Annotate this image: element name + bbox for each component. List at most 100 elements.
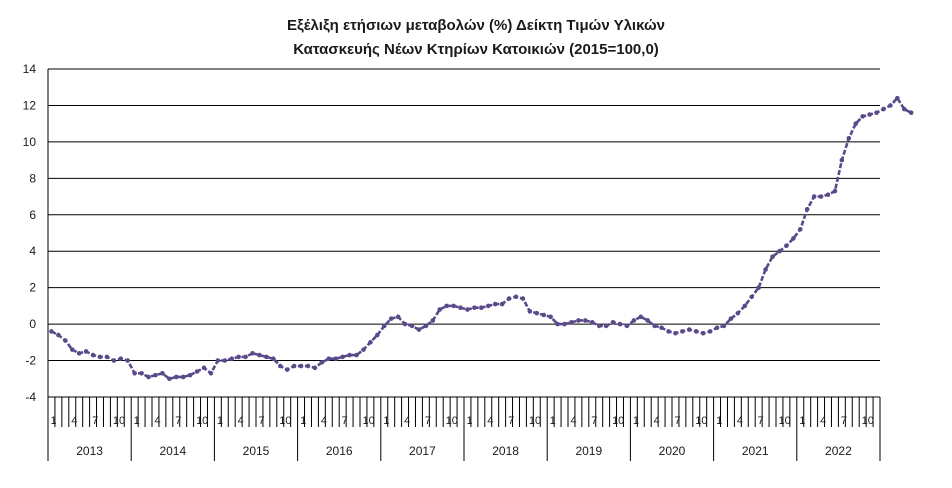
- data-point: [492, 301, 498, 307]
- data-point: [451, 303, 456, 309]
- data-point: [83, 349, 89, 354]
- data-point: [728, 316, 734, 321]
- month-tick-label: 4: [404, 415, 410, 427]
- year-label: 2013: [76, 444, 103, 458]
- gridlines: [48, 68, 880, 398]
- data-point: [673, 330, 678, 336]
- y-tick-label: 4: [29, 244, 36, 258]
- data-point: [839, 157, 845, 163]
- data-point: [693, 329, 699, 334]
- month-tick-label: 10: [362, 415, 374, 427]
- y-tick-label: 12: [23, 98, 37, 112]
- data-point: [229, 356, 235, 362]
- data-point: [610, 319, 616, 325]
- data-point: [867, 112, 872, 117]
- data-point: [784, 243, 789, 249]
- data-point: [111, 358, 117, 363]
- data-point: [458, 305, 463, 311]
- data-point: [652, 323, 657, 329]
- month-tick-label: 4: [570, 415, 576, 427]
- data-point: [132, 371, 137, 376]
- data-point: [236, 354, 241, 360]
- data-point: [395, 314, 401, 320]
- year-label: 2022: [825, 444, 852, 458]
- data-point: [479, 305, 484, 311]
- month-tick-label: 4: [820, 415, 826, 427]
- data-point: [596, 323, 602, 329]
- data-point: [63, 338, 68, 343]
- month-tick-label: 7: [841, 415, 847, 427]
- month-tick-label: 1: [383, 415, 389, 427]
- month-tick-label: 10: [529, 415, 541, 427]
- data-point: [298, 363, 304, 369]
- y-tick-label: 2: [29, 281, 36, 295]
- data-point: [173, 374, 179, 380]
- data-point: [465, 307, 470, 312]
- data-point: [707, 329, 713, 334]
- data-point: [659, 325, 664, 331]
- data-point: [125, 358, 131, 363]
- data-point: [513, 294, 519, 300]
- month-tick-label: 4: [321, 415, 327, 427]
- data-point: [825, 192, 831, 198]
- data-point: [687, 327, 692, 332]
- y-tick-label: -4: [25, 390, 36, 404]
- year-label: 2018: [492, 444, 519, 458]
- data-point: [638, 314, 644, 320]
- data-point: [381, 323, 387, 329]
- data-point: [375, 332, 380, 338]
- data-point: [520, 296, 526, 301]
- data-point: [277, 363, 283, 369]
- data-point: [194, 369, 200, 374]
- month-tick-label: 10: [279, 415, 291, 427]
- data-point: [735, 310, 741, 316]
- data-point: [631, 318, 637, 323]
- month-tick-label: 10: [196, 415, 208, 427]
- y-tick-label: -2: [25, 354, 36, 368]
- x-axis: 1 4 7 10 1 4 7 10 1 4 7 10 1 4 7 10 1 4 7 10 1 4 7 10 1 4 7 10 1 4 7 10…: [47, 69, 881, 461]
- data-point: [312, 365, 318, 371]
- data-point: [118, 356, 124, 362]
- data-point: [804, 207, 810, 212]
- data-point: [430, 318, 436, 323]
- data-point: [569, 319, 574, 325]
- data-point: [555, 321, 560, 327]
- series-path: [50, 96, 912, 381]
- data-point: [354, 352, 359, 358]
- month-tick-label: 1: [300, 415, 306, 427]
- month-tick-label: 10: [778, 415, 790, 427]
- data-point: [548, 314, 553, 320]
- y-tick-label: 0: [29, 317, 36, 331]
- y-tick-label: 10: [23, 135, 37, 149]
- data-point: [104, 354, 110, 360]
- data-point: [624, 323, 630, 329]
- y-tick-label: 6: [29, 208, 36, 222]
- month-tick-label: 1: [633, 415, 639, 427]
- data-point: [187, 372, 193, 378]
- data-point: [541, 312, 547, 318]
- data-point: [257, 352, 262, 358]
- month-tick-label: 10: [612, 415, 624, 427]
- data-point: [853, 121, 859, 126]
- data-point: [180, 374, 186, 380]
- data-point: [437, 307, 443, 312]
- data-point: [617, 321, 623, 327]
- month-tick-label: 10: [446, 415, 458, 427]
- data-point: [444, 303, 449, 309]
- data-point: [284, 367, 290, 372]
- year-label: 2021: [742, 444, 769, 458]
- data-point: [797, 227, 803, 232]
- data-point: [97, 354, 103, 360]
- month-tick-label: 4: [654, 415, 660, 427]
- data-point: [215, 358, 221, 363]
- series-line: [50, 96, 912, 381]
- month-tick-label: 10: [695, 415, 707, 427]
- month-tick-label: 7: [258, 415, 264, 427]
- data-point: [388, 316, 394, 321]
- data-point: [527, 309, 533, 314]
- data-point: [666, 329, 671, 334]
- data-point: [645, 318, 651, 323]
- month-tick-label: 4: [737, 415, 743, 427]
- data-point: [160, 371, 165, 376]
- data-point: [250, 350, 255, 356]
